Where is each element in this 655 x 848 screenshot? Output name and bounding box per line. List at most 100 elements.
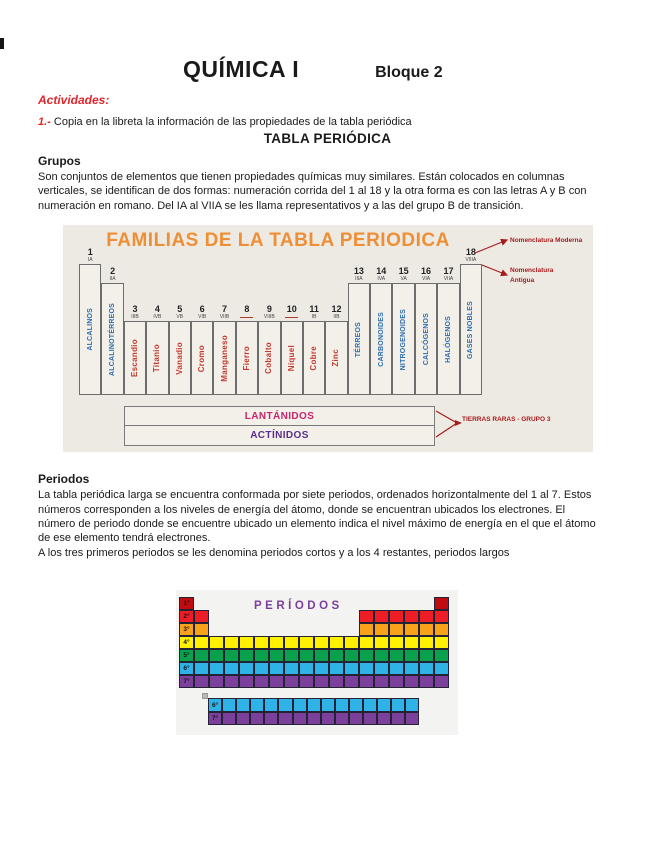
family-label: CARBONOIDES	[377, 311, 385, 367]
column-calcogenos: 16 VIA CALCÓGENOS	[414, 266, 438, 396]
group-number: 13	[353, 266, 364, 277]
period-cell	[377, 711, 392, 726]
viiib-underline	[240, 317, 254, 319]
familias-columns: 1 IA ALCALINOS 2 IIA ALCALINOTÉRREOS 3 I…	[79, 248, 483, 396]
column-box: ALCALINOTÉRREOS	[101, 283, 124, 396]
column-box: CALCÓGENOS	[414, 283, 438, 396]
period-cell	[404, 610, 419, 624]
period-cell	[374, 675, 389, 689]
period-row-label-cell: 7°	[179, 675, 194, 689]
period-cell	[329, 662, 344, 676]
period-cell	[239, 649, 254, 663]
period-cell	[419, 649, 434, 663]
group-number: 4	[154, 304, 160, 315]
column-box: Escandio	[123, 321, 147, 396]
column-box: Zinc	[325, 321, 348, 396]
period-row-label-cell: 7°	[208, 711, 223, 726]
period-cell	[434, 649, 449, 663]
period-cell	[329, 636, 344, 650]
grupos-heading: Grupos	[38, 154, 81, 168]
period-cell	[236, 711, 251, 726]
period-cell	[404, 649, 419, 663]
selection-handle	[202, 693, 208, 700]
column-manganeso: 7 VIIB Manganeso	[213, 305, 236, 396]
group-roman: VB	[176, 314, 184, 321]
group-number: 16	[421, 266, 432, 277]
element-label: Fierro	[241, 345, 251, 371]
group-number: 10	[286, 304, 297, 315]
tierras-raras-note: TIERRAS RARAS - GRUPO 3	[462, 416, 551, 424]
period-cell	[194, 636, 209, 650]
period-cell	[389, 636, 404, 650]
period-cell	[359, 662, 374, 676]
column-box: Níquel	[280, 321, 303, 396]
period-cell	[419, 610, 434, 624]
column-cromo: 6 VIB Cromo	[190, 305, 214, 396]
column-box: Manganeso	[213, 321, 236, 396]
period-cell	[224, 675, 239, 689]
group-roman: VIIA	[443, 276, 454, 283]
period-cell	[404, 636, 419, 650]
period-cell	[389, 610, 404, 624]
periodos-title: PERÍODOS	[254, 600, 343, 613]
period-cell	[278, 698, 293, 712]
period-cell	[254, 675, 269, 689]
group-roman: IIIB	[131, 314, 139, 321]
column-gases-nobles: 18 VIIIA GASES NOBLES	[459, 248, 483, 396]
family-label: ALCALINOTÉRREOS	[109, 302, 117, 376]
period-cell	[224, 636, 239, 650]
period-cell	[269, 662, 284, 676]
period-cell	[391, 698, 406, 712]
period-cell	[314, 675, 329, 689]
period-cell	[329, 649, 344, 663]
period-cell	[344, 675, 359, 689]
viiib-underline	[285, 317, 299, 319]
period-cell	[278, 711, 293, 726]
period-cell	[224, 662, 239, 676]
group-roman: IA	[87, 257, 93, 264]
period-cell	[344, 649, 359, 663]
period-cell	[306, 698, 321, 712]
column-titanio: 4 IVB Titanio	[146, 304, 169, 396]
periods-grid: 1° 2° 3° 4° 5° 6° 7°	[179, 597, 449, 689]
element-label: Cobalto	[264, 342, 274, 375]
group-roman: IIB	[333, 314, 340, 321]
period-cell	[284, 636, 299, 650]
period-cell	[434, 623, 449, 637]
activities-heading: Actividades:	[38, 93, 110, 107]
element-label: Cromo	[197, 344, 207, 372]
column-box: TÉRREOS	[347, 283, 371, 396]
column-alcalinoterreos: 2 IIA ALCALINOTÉRREOS	[101, 267, 124, 396]
period-cell	[389, 649, 404, 663]
period-cell	[348, 711, 364, 726]
group-roman: VIIIA	[465, 257, 477, 264]
period-cell	[250, 698, 265, 712]
period-cell	[314, 662, 329, 676]
period-cell	[194, 662, 209, 676]
period-cell	[391, 711, 406, 726]
periodos-paragraph: La tabla periódica larga se encuentra co…	[38, 489, 596, 545]
periods-island-grid: 6° 7°	[208, 698, 420, 726]
period-cell	[374, 610, 389, 624]
family-label: CALCÓGENOS	[422, 313, 430, 366]
column-escandio: 3 IIIB Escandio	[123, 305, 147, 396]
period-cell	[269, 675, 284, 689]
periodos-figure: PERÍODOS 1° 2° 3° 4° 5° 6° 7° 6° 7°	[176, 590, 458, 736]
column-box: HALÓGENOS	[437, 283, 460, 396]
column-box: Cromo	[190, 321, 214, 396]
column-box: Cobre	[302, 321, 326, 396]
period-cell	[374, 649, 389, 663]
period-cell	[209, 675, 224, 689]
period-cell	[419, 675, 434, 689]
period-cell	[222, 711, 237, 726]
period-cell	[264, 711, 279, 726]
grupos-paragraph: Son conjuntos de elementos que tienen pr…	[38, 171, 587, 212]
period-cell	[434, 597, 449, 611]
column-box: Cobalto	[258, 321, 281, 396]
column-vanadio: 5 VB Vanadio	[168, 305, 191, 396]
period-cell	[284, 662, 299, 676]
group-roman: VIA	[422, 276, 431, 283]
group-roman: VIB	[198, 314, 207, 321]
period-cell	[269, 636, 284, 650]
